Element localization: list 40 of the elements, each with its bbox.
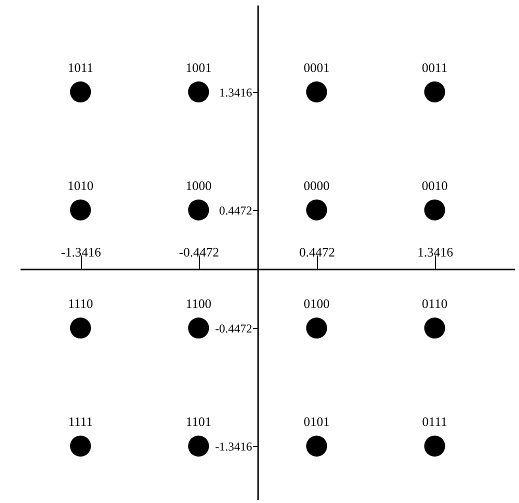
annotation: 1101 bbox=[186, 414, 212, 430]
x-tick-label: 0.4472 bbox=[299, 244, 336, 260]
annotation: 1111 bbox=[68, 414, 93, 430]
annotation: 1000 bbox=[186, 178, 212, 193]
annotation: 1100 bbox=[186, 296, 212, 312]
annotation: 0010 bbox=[422, 178, 448, 193]
point bbox=[70, 318, 91, 338]
point bbox=[424, 436, 446, 457]
annotation: 0000 bbox=[304, 178, 330, 193]
point bbox=[424, 81, 446, 102]
point bbox=[306, 318, 328, 338]
point bbox=[188, 200, 210, 220]
annotation: 1010 bbox=[68, 178, 94, 193]
point bbox=[188, 436, 210, 457]
y-tick-label: 1.3416 bbox=[219, 85, 252, 100]
x-tick-label: 1.3416 bbox=[417, 244, 454, 260]
point bbox=[188, 318, 210, 338]
annotation: 1001 bbox=[186, 60, 212, 75]
annotation: 0110 bbox=[422, 296, 448, 312]
annotation: 1110 bbox=[68, 296, 94, 312]
point bbox=[188, 81, 210, 102]
point bbox=[306, 81, 328, 102]
x-tick-label: -0.4472 bbox=[179, 244, 220, 260]
y-tick-label: -1.3416 bbox=[215, 440, 252, 454]
point bbox=[424, 200, 446, 220]
y-tick-label: -0.4472 bbox=[215, 322, 252, 336]
annotation: 1011 bbox=[68, 60, 94, 75]
point bbox=[306, 200, 328, 220]
point bbox=[424, 318, 446, 338]
annotation: 0001 bbox=[304, 60, 330, 75]
annotation: 0111 bbox=[422, 414, 448, 430]
annotation: 0011 bbox=[422, 60, 448, 75]
y-tick-label: 0.4472 bbox=[219, 203, 252, 218]
point bbox=[70, 436, 91, 457]
point bbox=[306, 436, 328, 457]
annotation: 0100 bbox=[304, 296, 330, 312]
annotation: 0101 bbox=[304, 414, 330, 430]
x-tick-label: -1.3416 bbox=[60, 244, 102, 260]
point bbox=[70, 200, 91, 220]
point bbox=[70, 81, 91, 102]
